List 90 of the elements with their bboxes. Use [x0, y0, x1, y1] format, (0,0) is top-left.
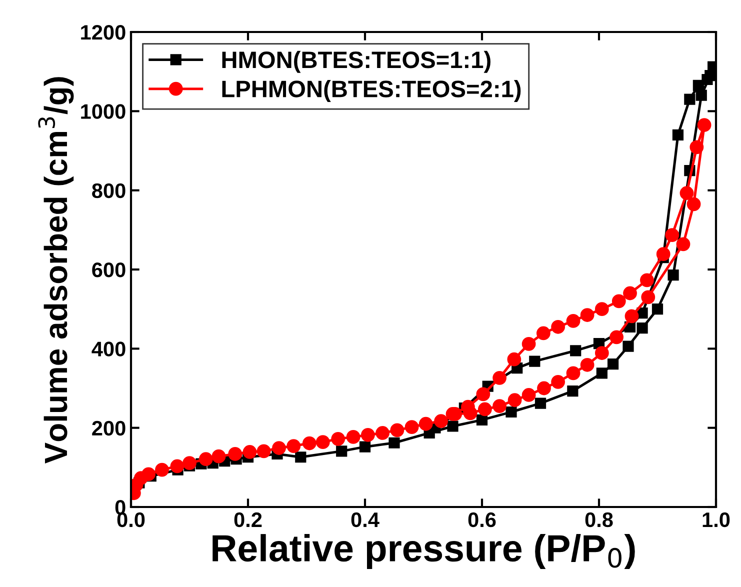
point — [360, 428, 375, 442]
point — [182, 456, 196, 470]
point — [295, 452, 306, 463]
point — [390, 423, 404, 438]
x-tick-label: 0.4 — [351, 512, 380, 528]
point — [302, 436, 316, 450]
point — [676, 237, 690, 252]
point — [566, 366, 580, 380]
point — [537, 381, 551, 396]
point — [492, 371, 506, 385]
x-tick-label: 0.8 — [585, 512, 613, 528]
point — [534, 398, 546, 409]
point — [697, 118, 712, 132]
point — [684, 94, 696, 105]
point — [256, 444, 271, 458]
point — [551, 320, 565, 334]
point — [388, 437, 400, 448]
legend-label: HMON(BTES:TEOS=1:1) — [222, 50, 490, 73]
x-tick-label: 0.2 — [234, 512, 262, 528]
point — [594, 346, 609, 360]
point — [478, 402, 492, 416]
point — [461, 400, 475, 414]
point — [622, 340, 634, 352]
point — [652, 304, 664, 315]
point — [596, 368, 608, 379]
y-tick-label: 600 — [92, 262, 126, 278]
legend-label: LPHMON(BTES:TEOS=2:1) — [222, 80, 521, 102]
point — [506, 406, 517, 418]
point — [624, 309, 639, 324]
y-tick-label: 200 — [92, 420, 126, 436]
point — [336, 446, 348, 457]
point — [529, 356, 540, 367]
point — [640, 273, 654, 288]
point — [696, 90, 707, 101]
y-tick-label: 800 — [92, 183, 126, 198]
point — [656, 247, 670, 262]
point — [447, 420, 458, 432]
y-axis-title: Volume adsorbed (cm$^{3}$/g) — [38, 77, 74, 464]
point — [170, 459, 184, 474]
point — [702, 74, 713, 86]
point — [580, 308, 594, 322]
point — [665, 228, 680, 242]
point — [690, 140, 704, 154]
point — [142, 467, 156, 482]
point — [404, 420, 419, 434]
point — [476, 414, 488, 426]
point — [331, 432, 346, 446]
point — [594, 302, 609, 316]
point — [551, 374, 565, 389]
x-tick-label: 0.6 — [468, 512, 496, 528]
point — [580, 358, 594, 372]
point — [476, 387, 490, 402]
point — [508, 393, 522, 408]
point — [418, 416, 433, 431]
point — [536, 326, 550, 340]
point — [570, 345, 582, 356]
point — [672, 129, 684, 140]
point — [492, 399, 506, 414]
point — [434, 414, 448, 428]
point — [346, 430, 360, 444]
point — [198, 452, 213, 466]
x-axis-title: Relative pressure (P/P$_{0}$) — [212, 534, 635, 570]
point — [242, 445, 257, 459]
point — [668, 269, 679, 281]
point — [680, 186, 694, 200]
point — [692, 80, 704, 91]
point — [636, 322, 648, 334]
point — [610, 330, 624, 344]
point — [228, 447, 242, 461]
point — [607, 358, 619, 370]
point — [522, 336, 536, 351]
point — [686, 197, 701, 212]
x-tick-label: 1.0 — [702, 512, 730, 528]
y-tick-label: 1000 — [81, 104, 126, 119]
point — [612, 294, 626, 308]
point — [272, 441, 286, 455]
point — [316, 435, 330, 450]
point — [359, 441, 371, 452]
point — [641, 290, 656, 304]
point — [212, 449, 226, 464]
point — [155, 462, 169, 477]
point — [376, 426, 390, 440]
point — [522, 388, 536, 402]
y-tick-label: 1200 — [81, 25, 126, 40]
point — [286, 439, 301, 453]
point — [507, 352, 522, 366]
point — [566, 314, 580, 328]
point — [623, 286, 637, 300]
point — [567, 385, 578, 397]
y-tick-label: 400 — [92, 342, 126, 356]
